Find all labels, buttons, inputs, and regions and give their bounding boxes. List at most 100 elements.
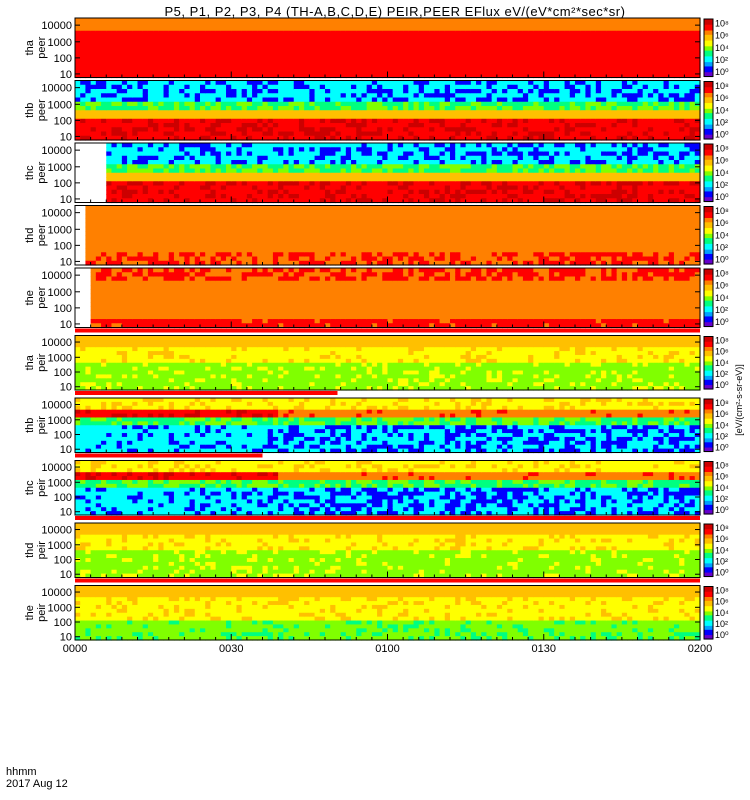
heatmap-cell <box>236 35 243 40</box>
heatmap-cell <box>293 151 300 157</box>
heatmap-cell <box>314 97 321 103</box>
heatmap-cell <box>559 189 566 195</box>
heatmap-cell <box>278 97 284 103</box>
heatmap-cell <box>642 80 649 86</box>
heatmap-cell <box>601 123 607 128</box>
heatmap-cell <box>319 93 326 99</box>
heatmap-cell <box>163 131 170 137</box>
heatmap-cell <box>241 18 248 23</box>
heatmap-cell <box>314 73 321 79</box>
heatmap-cell <box>403 43 409 49</box>
heatmap-cell <box>559 73 566 79</box>
heatmap-cell <box>340 131 347 137</box>
heatmap-cell <box>465 84 472 90</box>
heatmap-cell <box>418 194 425 199</box>
heatmap-cell <box>340 164 347 170</box>
colorbar-swatch <box>704 91 713 94</box>
heatmap-cell <box>575 35 581 40</box>
heatmap-cell <box>663 47 670 53</box>
heatmap-cell <box>366 84 373 90</box>
heatmap-cell <box>288 185 295 191</box>
heatmap-cell <box>210 185 217 191</box>
heatmap-cell <box>528 185 534 191</box>
heatmap-cell <box>455 39 462 45</box>
heatmap-cell <box>418 127 425 133</box>
heatmap-cell <box>371 64 378 70</box>
heatmap-cell <box>580 131 587 137</box>
heatmap-cell <box>116 181 123 187</box>
heatmap-cell <box>163 18 170 23</box>
heatmap-cell <box>606 127 613 133</box>
colorbar-swatch <box>704 49 713 52</box>
heatmap-cell <box>200 89 206 94</box>
heatmap-cell <box>387 97 394 103</box>
heatmap-cell <box>252 93 258 99</box>
heatmap-cell <box>304 26 310 32</box>
heatmap-cell <box>496 39 503 45</box>
heatmap-cell <box>439 118 446 124</box>
heatmap-cell <box>111 177 118 182</box>
heatmap-cell <box>632 106 639 111</box>
heatmap-cell <box>132 56 139 62</box>
heatmap-cell <box>121 168 128 174</box>
colorbar-swatch <box>704 72 713 75</box>
heatmap-cell <box>647 84 654 90</box>
heatmap-cell <box>121 101 128 107</box>
heatmap-cell <box>689 110 696 116</box>
heatmap-cell <box>684 18 691 23</box>
heatmap-cell <box>272 118 279 124</box>
heatmap-cell <box>455 131 462 137</box>
heatmap-cell <box>179 22 185 28</box>
heatmap-cell <box>220 26 227 32</box>
heatmap-cell <box>403 18 409 23</box>
heatmap-cell <box>517 26 524 32</box>
heatmap-cell <box>606 26 613 32</box>
heatmap-cell <box>153 155 159 161</box>
heatmap-cell <box>231 198 238 204</box>
heatmap-cell <box>543 52 550 57</box>
heatmap-cell <box>330 80 337 86</box>
heatmap-cell <box>444 147 451 153</box>
heatmap-cell <box>283 84 290 90</box>
heatmap-cell <box>679 118 685 124</box>
heatmap-cell <box>194 198 201 204</box>
colorbar-swatch <box>704 114 713 117</box>
heatmap-cell <box>106 39 113 45</box>
heatmap-cell <box>387 47 394 53</box>
heatmap-cell <box>335 69 342 74</box>
heatmap-cell <box>580 69 587 74</box>
heatmap-cell <box>205 60 212 66</box>
heatmap-cell <box>304 114 310 120</box>
heatmap-cell <box>679 127 685 133</box>
heatmap-cell <box>450 30 456 36</box>
heatmap-cell <box>507 84 514 90</box>
heatmap-cell <box>408 143 415 148</box>
heatmap-cell <box>106 22 113 28</box>
heatmap-cell <box>101 52 107 57</box>
heatmap-cell <box>283 101 290 107</box>
heatmap-cell <box>663 52 670 57</box>
heatmap-cell <box>522 56 529 62</box>
heatmap-cell <box>314 93 321 99</box>
heatmap-cell <box>408 93 415 99</box>
heatmap-cell <box>601 64 607 70</box>
heatmap-cell <box>95 172 102 178</box>
heatmap-cell <box>423 110 430 116</box>
heatmap-cell <box>387 64 394 70</box>
heatmap-cell <box>559 80 566 86</box>
heatmap-cell <box>543 26 550 32</box>
heatmap-cell <box>111 84 118 90</box>
heatmap-cell <box>142 35 149 40</box>
heatmap-cell <box>283 60 290 66</box>
heatmap-cell <box>460 35 467 40</box>
heatmap-cell <box>173 80 180 86</box>
heatmap-cell <box>220 127 227 133</box>
heatmap-cell <box>491 56 498 62</box>
heatmap-cell <box>90 18 97 23</box>
heatmap-cell <box>210 110 217 116</box>
heatmap-cell <box>194 89 201 94</box>
heatmap-cell <box>382 160 389 165</box>
heatmap-cell <box>543 160 550 165</box>
heatmap-cell <box>85 143 92 148</box>
heatmap-cell <box>517 69 524 74</box>
